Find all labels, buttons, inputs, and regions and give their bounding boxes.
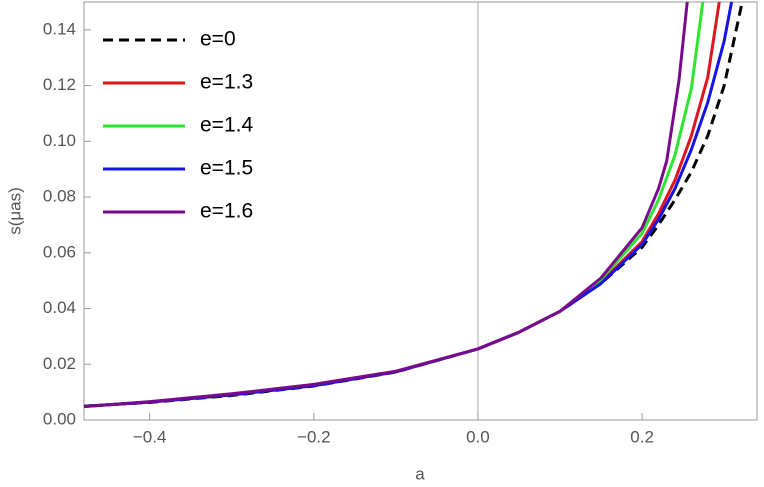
series-line	[83, 1, 744, 408]
legend-label: e=1.6	[200, 200, 253, 223]
y-tick-label: 0.08	[43, 187, 76, 206]
series-line	[83, 1, 705, 408]
x-tick-label: 0.0	[466, 427, 490, 446]
y-tick-label: 0.14	[43, 19, 76, 38]
x-axis-label: a	[415, 464, 425, 483]
y-tick-label: 0.06	[43, 242, 76, 261]
y-axis-label: s(μas)	[5, 187, 24, 235]
legend-label: e=1.5	[200, 157, 253, 180]
y-tick-label: 0.04	[43, 298, 76, 317]
legend-label: e=0	[200, 28, 236, 51]
x-tick-label: 0.2	[630, 427, 654, 446]
legend-label: e=1.4	[200, 114, 253, 137]
legend-label: e=1.3	[200, 71, 253, 94]
y-tick-label: 0.12	[43, 75, 76, 94]
x-tick-label: −0.2	[297, 427, 331, 446]
x-tick-label: −0.4	[133, 427, 167, 446]
plot-frame	[83, 1, 758, 421]
series-line	[83, 1, 689, 409]
y-tick-label: 0.00	[43, 409, 76, 428]
y-tick-label: 0.02	[43, 354, 76, 373]
series-line	[83, 1, 721, 408]
y-tick-label: 0.10	[43, 131, 76, 150]
series-line	[83, 1, 734, 408]
